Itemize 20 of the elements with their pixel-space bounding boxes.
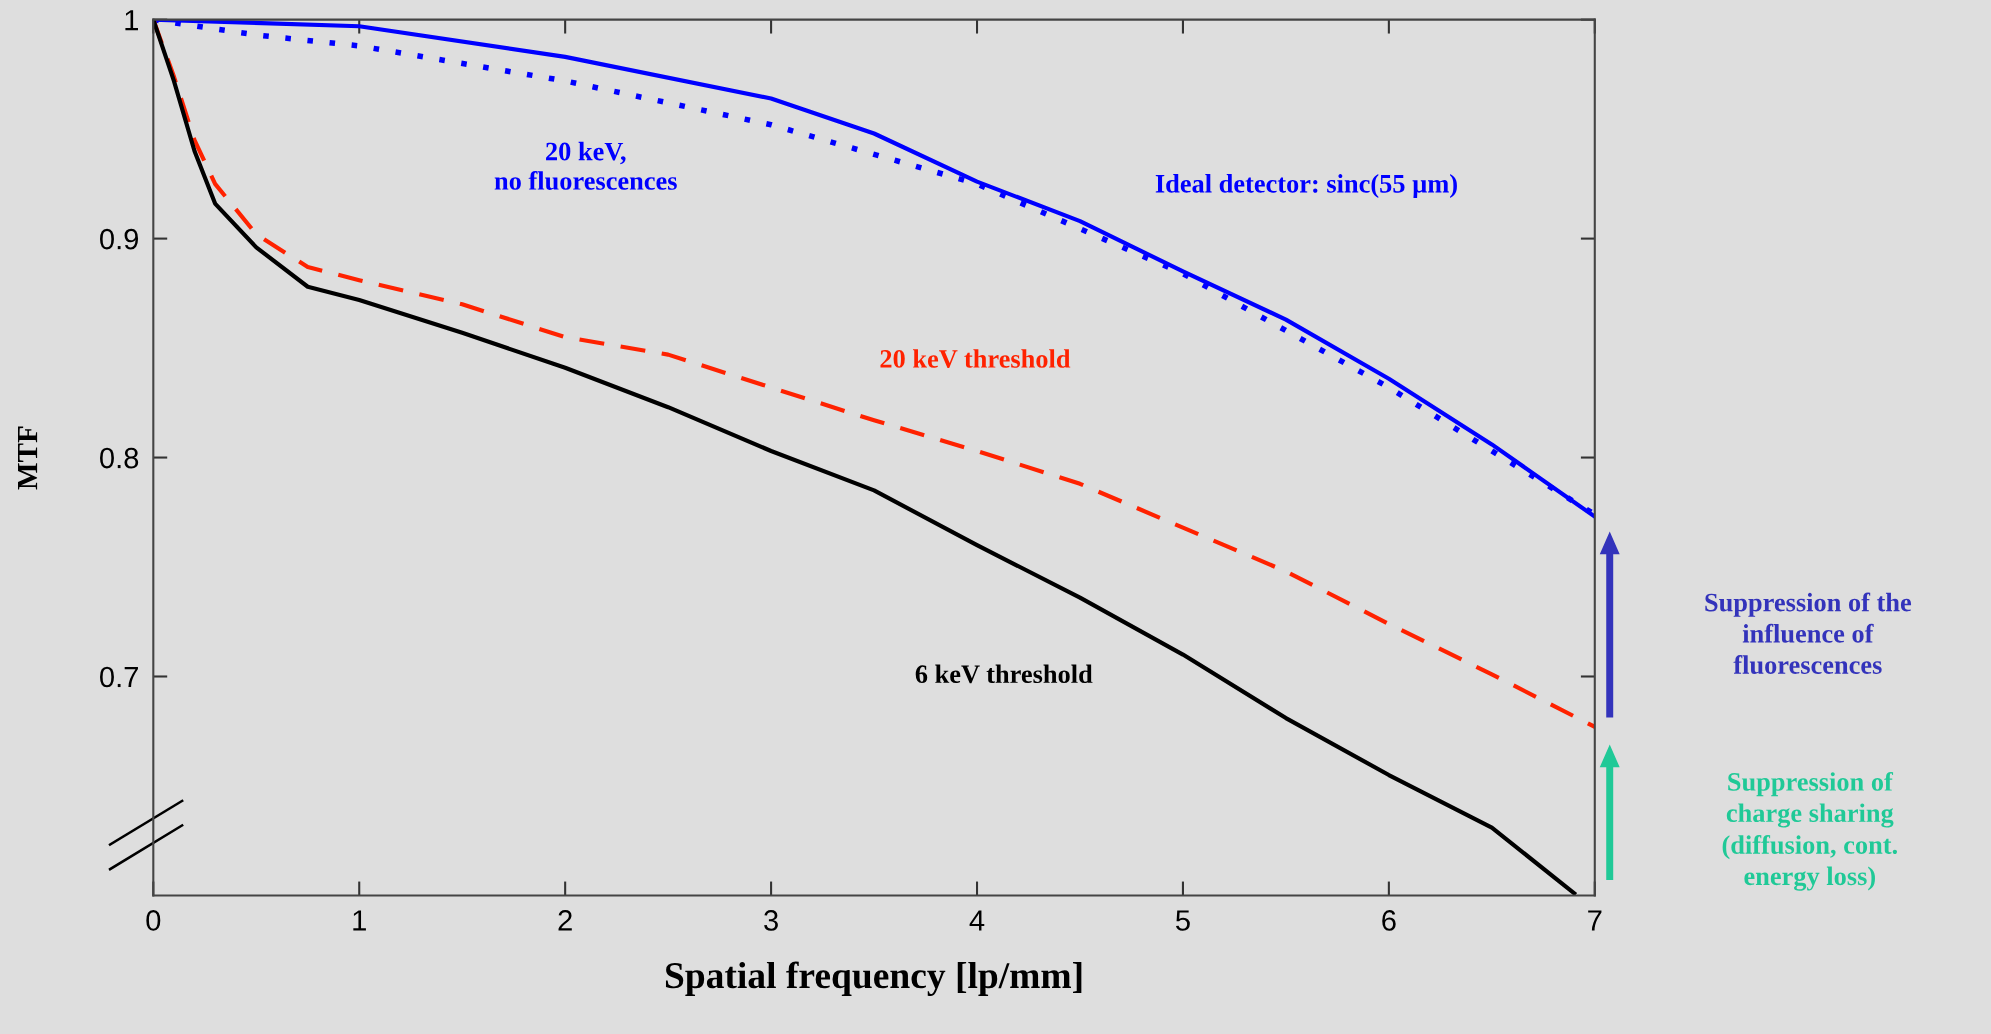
series-label: 20 keV threshold	[880, 349, 1071, 368]
x-tick-label: 2	[558, 910, 572, 931]
x-tick-label: 3	[764, 910, 778, 931]
x-tick-label: 7	[1588, 910, 1602, 931]
y-tick-label: 0.9	[100, 228, 139, 250]
y-tick-label: 1	[125, 10, 138, 31]
series-label: 6 keV threshold	[915, 664, 1093, 684]
text: Ideal detector: sinc(55 µm)	[1155, 174, 1457, 199]
series-label: 20 keV, no fluorescences	[494, 141, 677, 190]
x-axis-title: Spatial frequency [lp/mm]	[665, 961, 1082, 997]
y-tick-label: 0.8	[100, 447, 139, 469]
text: Suppression of the influence of fluorescences	[1705, 592, 1912, 674]
y-tick-label: 0.7	[100, 666, 138, 688]
x-tick-label: 0	[146, 910, 161, 931]
x-tick-label: 5	[1176, 910, 1190, 931]
x-tick-label: 4	[969, 910, 985, 931]
x-tick-label: 6	[1382, 910, 1396, 931]
text: Suppression of charge sharing (diffusion, cont. energy loss)	[1722, 771, 1898, 891]
y-axis-title: MTF	[18, 426, 38, 490]
x-tick-label: 1	[353, 910, 366, 931]
